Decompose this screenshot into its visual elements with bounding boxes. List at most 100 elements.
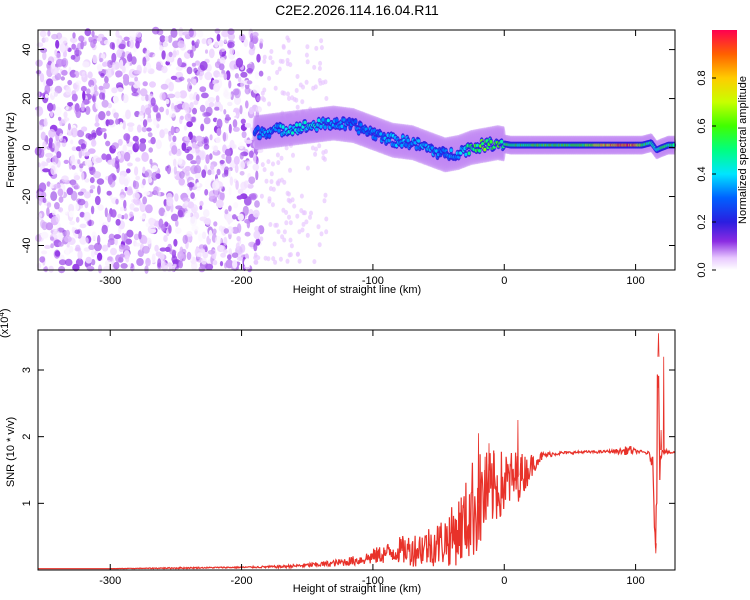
noise-cell — [169, 249, 177, 255]
ridge-core — [319, 124, 323, 129]
noise-cell — [300, 99, 305, 105]
noise-cell — [247, 183, 254, 189]
noise-cell — [314, 146, 318, 152]
y-tick-label: 40 — [21, 43, 33, 55]
noise-cell — [168, 51, 173, 58]
noise-cell — [240, 181, 247, 191]
noise-cell — [243, 258, 251, 268]
colorbar-tick-label: 0.4 — [696, 166, 708, 181]
noise-cell — [79, 236, 87, 245]
noise-cell — [129, 39, 135, 49]
noise-cell — [262, 54, 267, 60]
noise-cell — [234, 73, 239, 79]
noise-cell — [252, 31, 259, 38]
noise-cell — [53, 91, 59, 97]
noise-cell — [117, 151, 121, 160]
noise-cell — [248, 48, 255, 56]
snr-plot-area — [38, 330, 675, 570]
noise-cell — [82, 61, 90, 68]
noise-cell — [215, 199, 224, 208]
noise-cell — [184, 136, 190, 142]
noise-cell — [181, 102, 190, 111]
noise-cell — [170, 125, 175, 136]
ridge-core — [357, 130, 361, 135]
noise-cell — [74, 229, 81, 235]
noise-cell — [94, 84, 98, 93]
noise-cell — [61, 210, 68, 215]
noise-cell — [113, 234, 121, 240]
noise-cell — [234, 96, 241, 105]
noise-cell — [115, 118, 119, 125]
noise-cell — [42, 141, 47, 150]
noise-cell — [75, 244, 81, 251]
noise-cell — [233, 144, 237, 149]
noise-cell — [161, 65, 168, 74]
noise-cell — [133, 233, 140, 241]
noise-cell — [90, 39, 96, 49]
noise-cell — [275, 152, 280, 158]
noise-cell — [259, 193, 264, 199]
noise-cell — [195, 145, 200, 154]
x-tick-label: -300 — [99, 575, 121, 587]
noise-cell — [193, 100, 199, 106]
noise-cell — [249, 194, 257, 201]
noise-cell — [213, 83, 221, 92]
noise-cell — [279, 155, 284, 161]
noise-cell — [175, 219, 179, 227]
noise-cell — [252, 84, 261, 94]
noise-cell — [110, 247, 117, 256]
noise-cell — [241, 112, 248, 119]
noise-cell — [141, 126, 147, 133]
noise-cell — [219, 261, 224, 267]
noise-cell — [141, 152, 149, 162]
noise-cell — [240, 80, 245, 89]
noise-cell — [46, 157, 52, 163]
noise-cell — [189, 49, 194, 59]
noise-cell — [284, 145, 289, 151]
noise-cell — [239, 243, 246, 253]
noise-cell — [48, 141, 53, 149]
noise-cell — [71, 146, 78, 151]
noise-cell — [88, 166, 94, 171]
noise-cell — [253, 230, 261, 240]
noise-cell — [107, 119, 114, 126]
noise-cell — [272, 241, 277, 247]
noise-cell — [237, 188, 244, 195]
noise-cell — [89, 185, 96, 190]
noise-cell — [36, 262, 42, 269]
noise-cell — [97, 185, 101, 195]
noise-cell — [288, 237, 293, 243]
ridge-core — [500, 139, 504, 144]
y-tick-label: -20 — [21, 189, 33, 205]
noise-cell — [208, 101, 215, 108]
noise-cell — [232, 119, 238, 128]
noise-cell — [273, 85, 278, 91]
snr-y-ticks: 1 2 3 — [21, 367, 675, 506]
noise-cell — [174, 193, 179, 202]
noise-cell — [254, 200, 260, 208]
noise-cell — [218, 39, 224, 47]
noise-cell — [217, 73, 225, 78]
noise-cell — [254, 225, 260, 232]
noise-cell — [227, 254, 232, 260]
noise-cell — [289, 243, 294, 249]
noise-cell — [124, 213, 128, 220]
noise-cell — [148, 147, 153, 153]
noise-cell — [56, 151, 62, 159]
noise-cell — [223, 72, 228, 81]
noise-cell — [117, 213, 122, 219]
noise-cell — [248, 176, 256, 184]
noise-cell — [287, 49, 292, 55]
noise-cell — [170, 213, 179, 222]
noise-cell — [127, 53, 133, 62]
x-tick-label: -200 — [231, 275, 253, 287]
noise-cell — [262, 167, 267, 173]
noise-cell — [225, 259, 234, 269]
noise-cell — [178, 76, 185, 82]
noise-cell — [150, 136, 156, 145]
noise-cell — [182, 197, 191, 203]
noise-cell — [122, 73, 130, 82]
noise-cell — [135, 40, 140, 49]
noise-cell — [204, 189, 209, 196]
noise-cell — [182, 234, 188, 244]
